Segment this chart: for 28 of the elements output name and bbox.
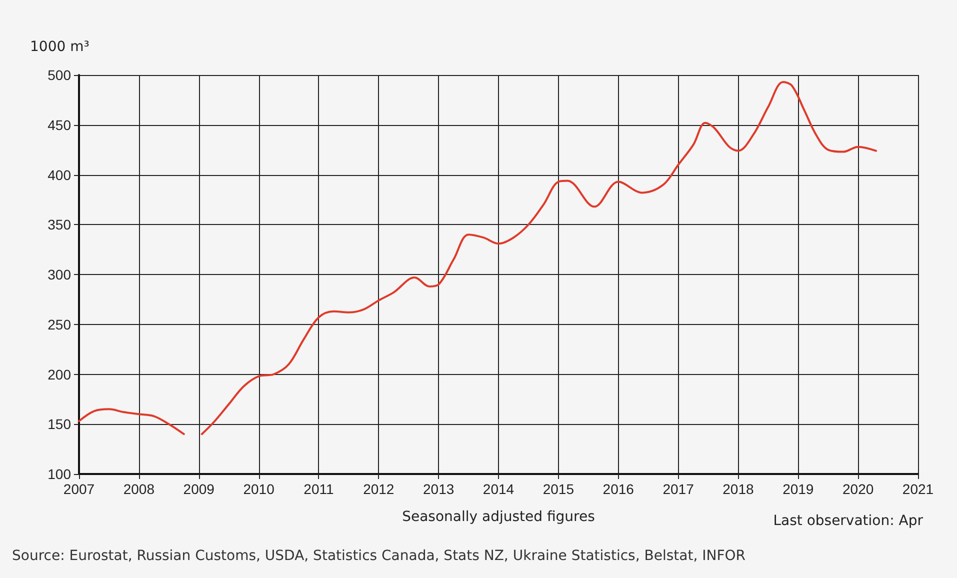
- x-tick-label: 2008: [123, 481, 155, 497]
- y-tick-label: 500: [48, 67, 72, 83]
- x-tick-label: 2014: [482, 481, 514, 497]
- x-tick-label: 2020: [842, 481, 874, 497]
- y-tick-label: 400: [48, 166, 72, 183]
- x-tick-label: 2012: [363, 481, 394, 497]
- y-tick-label: 300: [48, 266, 72, 282]
- x-tick-label: 2011: [304, 481, 334, 497]
- y-tick-label: 450: [48, 116, 72, 133]
- x-tick-label: 2015: [542, 481, 574, 497]
- x-tick-label: 2010: [243, 481, 275, 497]
- x-tick-label: 2021: [902, 481, 934, 497]
- x-tick-label: 2019: [782, 481, 814, 497]
- y-tick-label: 350: [48, 216, 72, 233]
- x-axis-title: Seasonally adjusted figures: [402, 509, 595, 525]
- x-tick-label: 2013: [422, 481, 454, 497]
- x-tick-label: 2017: [662, 481, 694, 497]
- y-tick-label: 150: [48, 416, 72, 432]
- x-tick-label: 2007: [63, 481, 95, 497]
- source-note: Source: Eurostat, Russian Customs, USDA, Statistics Canada, Stats NZ, Ukraine Statistics, Belstat, INFOR: [12, 548, 746, 564]
- y-tick-label: 100: [48, 466, 72, 482]
- x-tick-label: 2016: [602, 481, 634, 497]
- y-tick-label: 250: [48, 316, 72, 332]
- y-tick-label: 200: [48, 366, 72, 382]
- y-axis-title: 1000 m³: [30, 39, 90, 55]
- x-tick-label: 2018: [722, 481, 754, 497]
- x-tick-label: 2009: [183, 481, 215, 497]
- text: Last observation: Apr: [773, 513, 924, 529]
